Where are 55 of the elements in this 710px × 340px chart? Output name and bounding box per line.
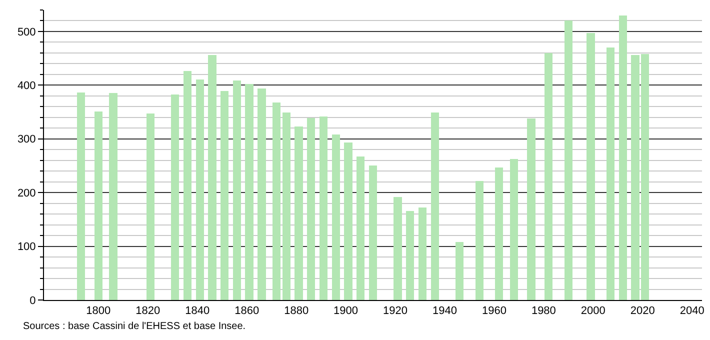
- bar: [394, 196, 402, 300]
- y-tick-label: 500: [17, 26, 36, 38]
- bar: [430, 112, 439, 300]
- x-tick-label: 1920: [383, 305, 408, 318]
- bar: [294, 126, 303, 300]
- bar: [183, 71, 192, 300]
- bar: [208, 55, 216, 300]
- bar: [544, 52, 553, 300]
- x-tick-label: 1940: [432, 305, 457, 318]
- y-tick-label: 400: [17, 80, 36, 92]
- x-tick-label: 2040: [680, 305, 704, 318]
- x-tick-label: 1800: [86, 305, 111, 318]
- y-tick-label: 300: [17, 134, 36, 146]
- bar: [272, 102, 281, 300]
- bar: [356, 156, 365, 300]
- bar: [171, 94, 180, 300]
- x-tick-label: 1820: [136, 305, 160, 318]
- x-tick-label: 1960: [482, 305, 506, 318]
- x-tick-label: 1980: [531, 305, 556, 318]
- bar: [606, 48, 615, 300]
- bar: [406, 210, 414, 300]
- bar: [220, 91, 229, 300]
- bar: [510, 158, 518, 300]
- bar: [196, 79, 204, 300]
- bar: [307, 118, 316, 300]
- x-tick-label: 1860: [234, 305, 260, 318]
- bar: [109, 93, 118, 300]
- y-tick-label: 100: [17, 241, 36, 254]
- source-note: Sources : base Cassini de l'EHESS et base Insee.: [23, 321, 246, 332]
- x-tick-label: 1840: [185, 305, 210, 318]
- y-tick-label: 200: [17, 187, 36, 200]
- x-tick-label: 1900: [334, 305, 358, 318]
- bar: [418, 208, 427, 300]
- bar: [527, 118, 536, 300]
- bar: [77, 92, 86, 300]
- bar: [586, 33, 595, 300]
- bar: [245, 84, 254, 300]
- bar: [344, 142, 352, 300]
- x-tick-label: 1880: [284, 305, 309, 318]
- bar: [94, 112, 102, 300]
- bar: [475, 180, 484, 300]
- bar: [456, 242, 464, 300]
- bar: [258, 88, 266, 300]
- bar: [232, 80, 242, 300]
- bar: [564, 20, 572, 300]
- x-tick-label: 2020: [630, 305, 655, 318]
- bar: [618, 15, 627, 300]
- y-tick-label: 0: [30, 294, 36, 307]
- bar: [495, 167, 504, 300]
- bar: [282, 112, 290, 300]
- bar: [319, 116, 328, 300]
- bar: [368, 166, 378, 300]
- bar: [146, 114, 154, 300]
- bar: [332, 134, 340, 300]
- x-tick-label: 2000: [580, 305, 606, 318]
